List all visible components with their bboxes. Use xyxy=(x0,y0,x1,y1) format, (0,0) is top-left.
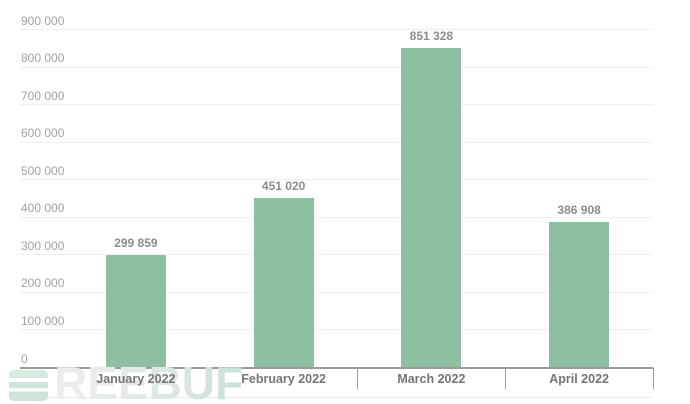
x-axis-line xyxy=(20,366,653,369)
x-axis-label: March 2022 xyxy=(397,371,466,386)
bar-march-2022 xyxy=(401,47,462,368)
y-axis-tick-label: 300 000 xyxy=(21,238,65,253)
gridline xyxy=(20,29,653,30)
watermark-text: REEBUF xyxy=(54,357,244,404)
y-axis-tick-label: 400 000 xyxy=(21,201,65,216)
bar-value-label: 299 859 xyxy=(114,235,158,250)
y-axis-tick-label: 0 xyxy=(21,351,28,366)
gridline xyxy=(20,179,653,181)
x-axis-tick xyxy=(209,367,211,389)
gridline xyxy=(20,329,653,331)
gridline xyxy=(20,141,653,143)
freebuf-watermark: REEBUF xyxy=(9,358,249,404)
freebuf-logo-icon xyxy=(9,370,48,401)
y-axis-tick-label: 100 000 xyxy=(21,313,65,328)
bar-value-label: 386 908 xyxy=(557,203,601,218)
x-axis-tick xyxy=(357,367,358,389)
gridline xyxy=(20,104,653,106)
bar-value-label: 851 328 xyxy=(409,28,454,43)
x-axis-tick xyxy=(504,367,506,389)
bar-value-label: 451 020 xyxy=(261,179,306,194)
y-axis-tick-label: 800 000 xyxy=(21,51,65,66)
y-axis-tick-label: 500 000 xyxy=(21,163,65,178)
x-axis-label: April 2022 xyxy=(549,371,609,386)
x-axis-label: January 2022 xyxy=(96,371,176,386)
y-axis-tick-label: 600 000 xyxy=(21,126,65,141)
bar-january-2022 xyxy=(105,254,166,368)
gridline xyxy=(20,216,653,218)
y-axis-tick-label: 700 000 xyxy=(21,88,65,103)
bar-april-2022 xyxy=(549,222,610,368)
bar-february-2022 xyxy=(253,198,314,368)
x-axis-tick xyxy=(61,367,63,389)
bottom-divider-line xyxy=(32,397,652,398)
x-axis-label: February 2022 xyxy=(241,371,327,386)
gridline xyxy=(20,291,653,293)
gridline xyxy=(20,254,653,256)
gridline xyxy=(20,66,653,68)
y-axis-tick-label: 200 000 xyxy=(21,276,65,291)
y-axis-tick-label: 900 000 xyxy=(21,13,65,28)
x-axis-tick xyxy=(652,367,654,389)
